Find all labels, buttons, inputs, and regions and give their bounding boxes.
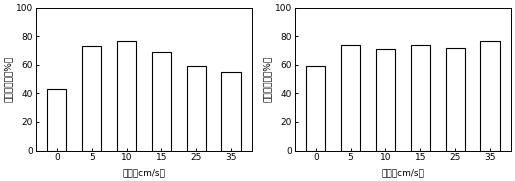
X-axis label: 流速（cm/s）: 流速（cm/s）	[382, 168, 424, 177]
Bar	[82, 46, 101, 150]
Bar	[341, 45, 360, 150]
Bar	[306, 66, 325, 150]
Y-axis label: 浮藻去除率（%）: 浮藻去除率（%）	[4, 56, 13, 102]
Bar	[117, 41, 136, 150]
Bar	[47, 89, 66, 150]
Bar	[480, 41, 500, 150]
Bar	[186, 66, 206, 150]
X-axis label: 流速（cm/s）: 流速（cm/s）	[123, 168, 165, 177]
Bar	[445, 48, 465, 150]
Bar	[376, 49, 395, 150]
Bar	[410, 45, 430, 150]
Y-axis label: 浮藻去除率（%）: 浮藻去除率（%）	[263, 56, 272, 102]
Bar	[221, 72, 241, 150]
Bar	[152, 52, 171, 150]
